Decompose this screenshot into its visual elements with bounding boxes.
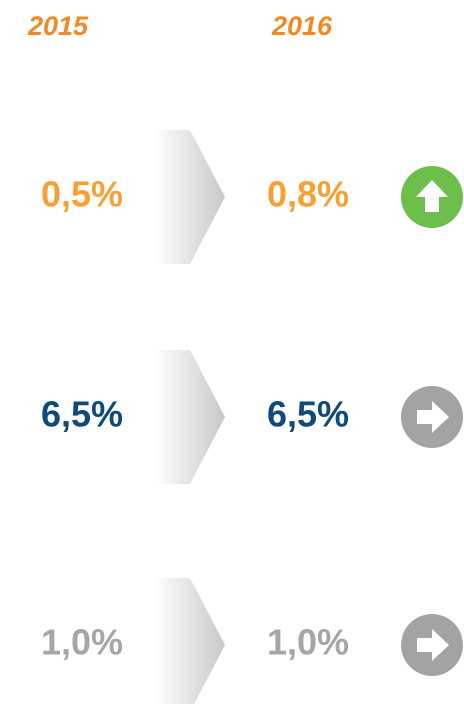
- chevron: [155, 350, 225, 484]
- trend-icon: [401, 614, 463, 676]
- arrow-right: [417, 401, 449, 433]
- chevron: [155, 130, 225, 264]
- rows: 0,5% 0,8% 6,5% 6,5% 1,0% 1,0%: [41, 130, 463, 704]
- value-to: 0,8%: [267, 174, 349, 215]
- trend-icon: [401, 166, 463, 228]
- arrow-up: [416, 180, 448, 212]
- year-header: 2015: [27, 11, 89, 41]
- value-from: 6,5%: [41, 394, 123, 435]
- chevron: [155, 578, 225, 704]
- value-to: 1,0%: [267, 622, 349, 663]
- value-to: 6,5%: [267, 394, 349, 435]
- year-header: 2016: [271, 11, 333, 41]
- trend-icon: [401, 386, 463, 448]
- value-from: 0,5%: [41, 174, 123, 215]
- value-from: 1,0%: [41, 622, 123, 663]
- arrow-right: [417, 629, 449, 661]
